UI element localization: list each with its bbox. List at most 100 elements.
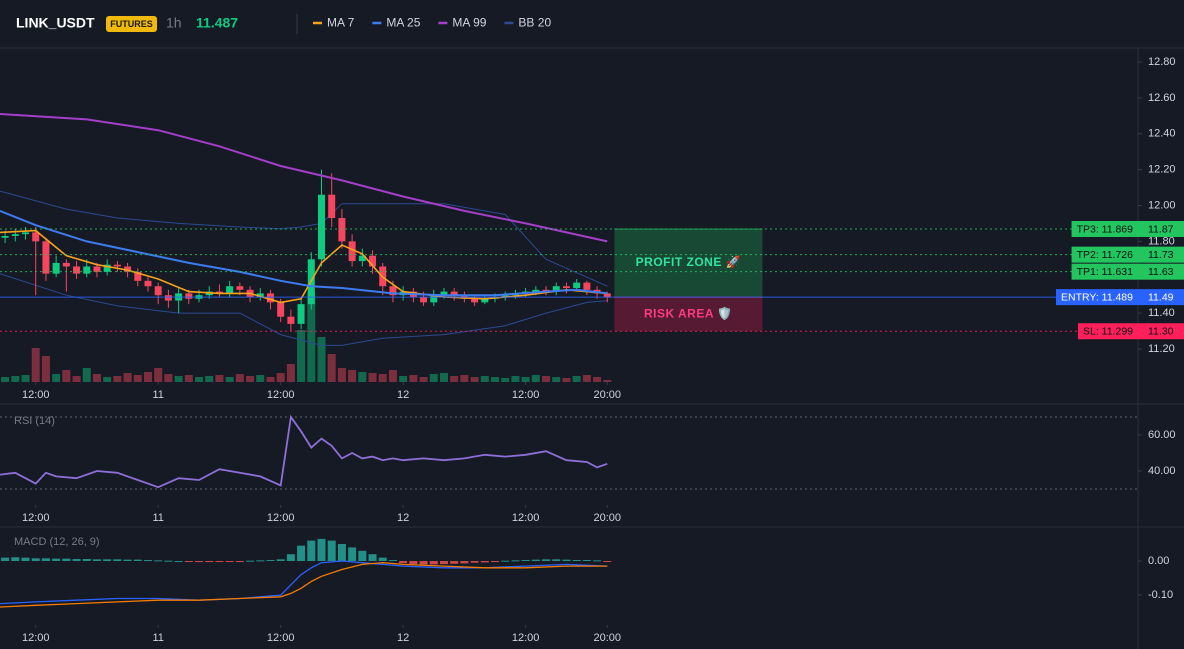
volume-bar <box>133 375 142 382</box>
volume-bar <box>113 376 122 382</box>
level-label: TP2: 11.726 <box>1077 249 1134 261</box>
volume-bar <box>419 377 428 382</box>
candle-body <box>11 234 19 236</box>
volume-bar <box>276 373 285 382</box>
candle-body <box>420 296 428 303</box>
volume-bar <box>348 370 357 382</box>
price-label-bg <box>1138 246 1184 263</box>
x-tick-label: 12:00 <box>512 389 540 401</box>
level-label-bg <box>1071 220 1138 237</box>
candle-body <box>532 289 540 292</box>
ma-line <box>0 209 608 297</box>
zone <box>614 297 763 332</box>
candle-body <box>369 255 377 267</box>
volume-bar <box>327 354 336 382</box>
histogram-bar <box>521 560 530 562</box>
level-label: SL: 11.299 <box>1083 326 1133 338</box>
volume-bar <box>174 376 183 382</box>
candle-body <box>552 286 560 292</box>
candle-body <box>73 266 81 274</box>
price-label-bg <box>1138 263 1184 280</box>
candle-body <box>481 298 489 303</box>
x-tick-label: 12:00 <box>267 512 295 524</box>
x-tick-label: 12:00 <box>22 389 50 401</box>
volume-bar <box>41 356 50 382</box>
volume-bar <box>552 377 561 382</box>
histogram-bar <box>348 547 357 562</box>
y-tick-label: 11.80 <box>1148 235 1175 247</box>
histogram-bar <box>82 558 91 562</box>
candle-body <box>62 262 70 267</box>
histogram-bar <box>542 559 551 562</box>
y-tick-label: 0.00 <box>1148 555 1169 567</box>
candle-body <box>144 280 152 287</box>
histogram-bar <box>92 559 101 562</box>
pane-title: RSI (14) <box>14 415 55 427</box>
price-label-bg <box>1138 289 1184 306</box>
volume-bar <box>266 377 275 382</box>
histogram-bar <box>337 544 346 562</box>
histogram-bar <box>378 557 387 562</box>
histogram-bar <box>470 561 479 563</box>
y-tick-label: 12.60 <box>1148 92 1176 104</box>
y-tick-label: 11.40 <box>1148 307 1175 319</box>
volume-bar <box>103 377 112 382</box>
candle-body <box>328 194 336 219</box>
histogram-bar <box>593 560 602 562</box>
y-tick-label: 11.20 <box>1148 343 1175 355</box>
histogram-bar <box>460 561 469 564</box>
x-tick-label: 12:00 <box>512 632 540 644</box>
volume-bar <box>399 376 408 382</box>
zone-label: PROFIT ZONE 🚀 <box>636 255 741 269</box>
candle-body <box>83 266 91 274</box>
volume-bar <box>480 376 489 382</box>
candle-body <box>185 293 193 299</box>
level-label: TP1: 11.631 <box>1077 266 1134 278</box>
histogram-bar <box>429 561 438 565</box>
zone-label: RISK AREA 🛡️ <box>644 306 733 320</box>
x-tick-label: 12:00 <box>267 389 295 401</box>
histogram-bar <box>123 559 132 562</box>
x-tick-label: 12 <box>397 389 409 401</box>
volume-bar <box>246 376 255 382</box>
candle-body <box>338 218 346 242</box>
y-tick-label: 40.00 <box>1148 465 1176 477</box>
volume-bar <box>297 330 306 382</box>
candle-body <box>1 235 9 238</box>
price-label-bg <box>1138 323 1184 340</box>
candle-body <box>42 241 50 274</box>
legend-label: MA 25 <box>386 16 420 30</box>
histogram-bar <box>419 561 428 565</box>
price-label-bg <box>1138 220 1184 237</box>
rsi-line <box>0 414 608 489</box>
y-tick-label: -0.10 <box>1148 589 1173 601</box>
volume-bar <box>562 378 571 382</box>
x-tick-label: 12:00 <box>512 512 540 524</box>
histogram-bar <box>133 559 142 562</box>
volume-bar <box>521 377 530 382</box>
level-label-bg <box>1071 246 1138 263</box>
volume-bar <box>52 374 61 382</box>
volume-bar <box>62 370 71 382</box>
histogram-bar <box>113 559 122 562</box>
x-tick-label: 20:00 <box>594 389 622 401</box>
zone <box>614 228 763 298</box>
ma-line <box>0 113 608 243</box>
level-label-bg <box>1056 289 1138 306</box>
price-label: 11.30 <box>1148 326 1174 338</box>
volume-bar <box>593 377 602 382</box>
legend-label: MA 7 <box>327 16 355 30</box>
histogram-bar <box>215 561 224 563</box>
candle-body <box>603 293 611 298</box>
volume-bar <box>31 348 40 382</box>
x-tick-label: 12 <box>397 512 409 524</box>
volume-bar <box>317 337 326 382</box>
volume-bar <box>225 377 234 382</box>
candle-body <box>164 295 172 301</box>
level-label-bg <box>1077 323 1138 340</box>
x-tick-label: 20:00 <box>594 632 622 644</box>
volume-bar <box>450 376 459 382</box>
histogram-bar <box>21 557 30 562</box>
volume-bar <box>460 375 469 382</box>
